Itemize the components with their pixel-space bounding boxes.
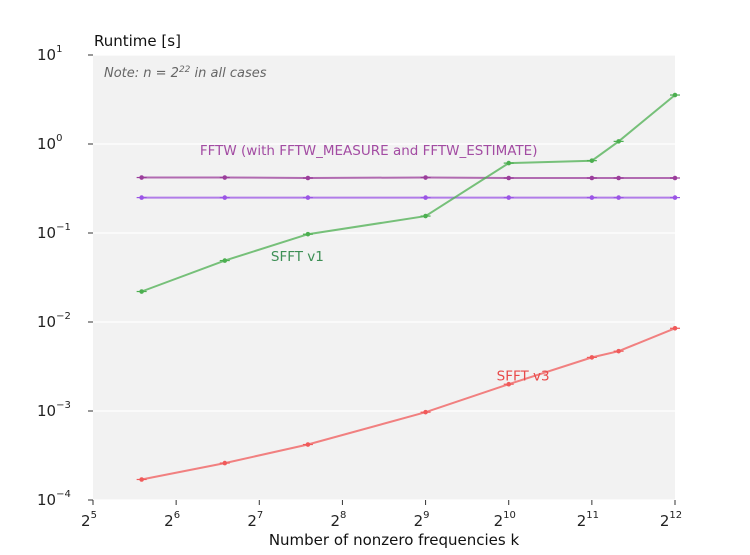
series-label-0: FFTW (with FFTW_MEASURE and FFTW_ESTIMAT… — [200, 143, 538, 159]
series-line-sfft_v1 — [141, 94, 676, 293]
point-fftw_measure-0 — [139, 175, 144, 180]
note-suffix: in all cases — [190, 66, 266, 81]
point-fftw_estimate-3 — [423, 195, 428, 200]
point-fftw_measure-4 — [506, 175, 512, 181]
x-axis-title: Number of nonzero frequencies k — [269, 531, 520, 549]
y-axis-ticks: 10−4 10−3 10−2 10−1 100 101 — [37, 44, 93, 509]
x-tick-label-3: 28 — [330, 510, 346, 530]
point-sfft_v3-6 — [616, 348, 621, 354]
point-fftw_estimate-0 — [139, 195, 144, 200]
x-tick-label-0: 25 — [81, 510, 97, 530]
series-sfft_v1 — [136, 92, 680, 294]
point-sfft_v1-5 — [589, 158, 595, 163]
point-fftw_estimate-4 — [506, 195, 512, 200]
x-tick-label-2: 27 — [247, 510, 263, 530]
y-tick-label-4: 100 — [37, 133, 62, 153]
y-tick-label-0: 10−4 — [37, 489, 71, 509]
point-fftw_measure-5 — [589, 175, 595, 181]
series-fftw_measure — [136, 175, 680, 181]
series-annotations: FFTW (with FFTW_MEASURE and FFTW_ESTIMAT… — [200, 143, 550, 384]
point-sfft_v1-1 — [222, 258, 228, 263]
note-annotation: Note: n = 222 in all cases — [104, 65, 267, 81]
series-label-1: SFFT v1 — [271, 249, 324, 265]
series-line-sfft_v3 — [141, 327, 676, 481]
x-axis-ticks: 25 26 27 28 29 210 211 212 — [81, 500, 682, 530]
note-exponent: 22 — [179, 65, 191, 75]
gridlines — [93, 54, 675, 501]
y-axis-title: Runtime [s] — [94, 32, 181, 50]
point-sfft_v3-4 — [506, 381, 512, 387]
point-sfft_v3-7 — [672, 325, 678, 331]
point-fftw_estimate-2 — [305, 195, 311, 200]
point-sfft_v3-2 — [305, 442, 311, 447]
point-sfft_v3-1 — [222, 460, 228, 466]
series-fftw_estimate — [136, 195, 680, 200]
point-fftw_estimate-6 — [616, 195, 621, 200]
point-sfft_v3-5 — [589, 355, 595, 360]
point-fftw_measure-3 — [423, 175, 428, 180]
plot-area — [93, 55, 675, 500]
y-tick-label-3: 10−1 — [37, 222, 71, 242]
x-tick-label-7: 212 — [660, 510, 682, 530]
y-tick-label-1: 10−3 — [37, 400, 71, 420]
x-tick-label-4: 29 — [414, 510, 430, 530]
point-fftw_measure-6 — [616, 175, 621, 181]
point-sfft_v1-7 — [672, 92, 678, 98]
point-sfft_v1-2 — [305, 231, 311, 237]
point-sfft_v1-3 — [423, 213, 428, 219]
x-tick-label-5: 210 — [494, 510, 516, 530]
point-sfft_v3-0 — [139, 477, 144, 482]
series-label-2: SFFT v3 — [497, 369, 550, 385]
y-tick-label-2: 10−2 — [37, 311, 71, 331]
note-prefix: Note: n = 2 — [104, 66, 179, 81]
point-fftw_estimate-7 — [672, 195, 678, 200]
x-tick-label-6: 211 — [577, 510, 599, 530]
series-layer — [136, 92, 680, 482]
series-sfft_v3 — [136, 325, 680, 482]
y-tick-label-5: 101 — [37, 44, 62, 64]
point-sfft_v1-0 — [139, 289, 144, 294]
point-fftw_measure-7 — [672, 175, 678, 181]
point-fftw_measure-2 — [305, 175, 311, 181]
point-fftw_estimate-1 — [222, 195, 228, 200]
point-sfft_v1-4 — [506, 160, 512, 166]
point-fftw_estimate-5 — [589, 195, 595, 200]
point-fftw_measure-1 — [222, 175, 228, 180]
point-sfft_v3-3 — [423, 409, 428, 415]
point-sfft_v1-6 — [616, 139, 621, 144]
x-tick-label-1: 26 — [164, 510, 180, 530]
